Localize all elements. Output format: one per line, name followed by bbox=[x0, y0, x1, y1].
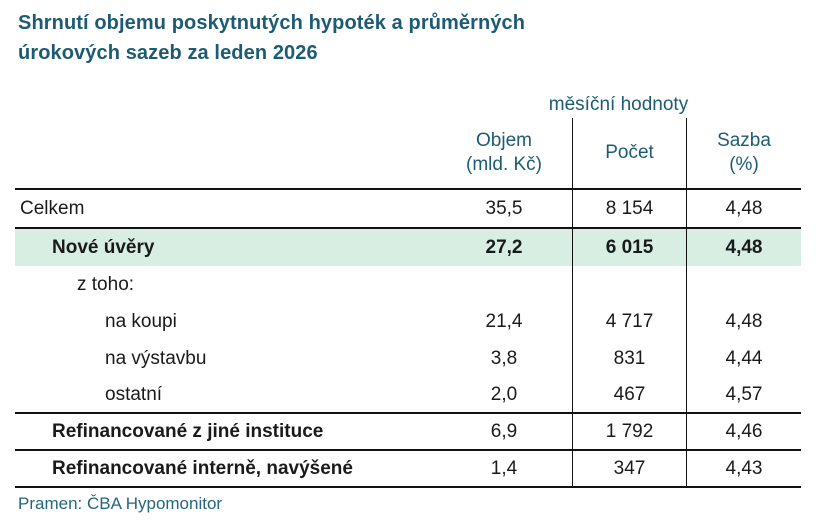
column-header-pocet-label: Počet bbox=[605, 142, 654, 163]
table-row-nove-uvery: Nové úvěry 27,2 6 015 4,48 bbox=[15, 229, 801, 266]
cell-sazba bbox=[687, 266, 801, 303]
cell-objem bbox=[436, 266, 573, 303]
figure-title-line2: úrokových sazeb za leden 2026 bbox=[18, 42, 318, 64]
cell-sazba: 4,43 bbox=[725, 457, 763, 479]
mortgage-summary-table: měsíční hodnoty Objem (mld. Kč) Počet Sa… bbox=[15, 88, 801, 488]
cell-pocet bbox=[573, 266, 687, 303]
column-header-sazba: Sazba (%) bbox=[687, 118, 801, 188]
cell-pocet: 1 792 bbox=[573, 414, 687, 449]
row-label: Refinancované z jiné instituce bbox=[52, 420, 324, 442]
figure-title: Shrnutí objemu poskytnutých hypoték a pr… bbox=[18, 8, 821, 68]
cell-objem: 27,2 bbox=[436, 229, 573, 266]
table-row-celkem: Celkem 35,5 8 154 4,48 bbox=[15, 190, 801, 229]
table-column-header-row: Objem (mld. Kč) Počet Sazba (%) bbox=[15, 118, 801, 190]
table-row-refinancovane-interne: Refinancované interně, navýšené 1,4 347 … bbox=[15, 451, 801, 488]
column-header-objem-unit: (mld. Kč) bbox=[466, 154, 542, 175]
group-header-monthly-values: měsíční hodnoty bbox=[548, 94, 689, 115]
cell-objem: 2,0 bbox=[436, 377, 573, 412]
row-label: na výstavbu bbox=[105, 347, 207, 369]
cell-sazba: 4,57 bbox=[725, 383, 763, 405]
cell-pocet: 831 bbox=[573, 340, 687, 377]
column-header-objem: Objem (mld. Kč) bbox=[436, 118, 573, 188]
table-row-na-vystavbu: na výstavbu 3,8 831 4,44 bbox=[15, 340, 801, 377]
column-header-sazba-unit: (%) bbox=[729, 154, 759, 175]
group-header-spacer bbox=[15, 88, 436, 118]
cell-pocet: 347 bbox=[573, 451, 687, 486]
cell-sazba: 4,48 bbox=[725, 197, 763, 219]
source-note: Pramen: ČBA Hypomonitor bbox=[18, 494, 223, 513]
cell-objem: 35,5 bbox=[436, 190, 573, 227]
table-row-z-toho: z toho: bbox=[15, 266, 801, 303]
cell-objem: 21,4 bbox=[436, 303, 573, 340]
column-header-empty bbox=[15, 118, 436, 188]
figure-title-line1: Shrnutí objemu poskytnutých hypoték a pr… bbox=[18, 12, 526, 34]
cell-sazba: 4,48 bbox=[725, 310, 763, 332]
cell-sazba: 4,48 bbox=[725, 236, 763, 258]
table-group-header-row: měsíční hodnoty bbox=[15, 88, 801, 118]
column-header-pocet: Počet bbox=[573, 118, 687, 188]
cell-objem: 3,8 bbox=[436, 340, 573, 377]
row-label: z toho: bbox=[77, 273, 135, 295]
row-label: Refinancované interně, navýšené bbox=[52, 457, 353, 479]
cell-pocet: 6 015 bbox=[573, 229, 687, 266]
row-label: na koupi bbox=[105, 310, 177, 332]
cell-sazba: 4,44 bbox=[725, 347, 763, 369]
row-label: Celkem bbox=[20, 197, 85, 219]
cell-pocet: 4 717 bbox=[573, 303, 687, 340]
cell-sazba: 4,46 bbox=[725, 420, 763, 442]
row-label: ostatní bbox=[105, 383, 163, 405]
column-header-sazba-label: Sazba bbox=[717, 130, 771, 151]
column-header-objem-label: Objem bbox=[476, 130, 532, 151]
cell-pocet: 467 bbox=[573, 377, 687, 412]
cell-objem: 6,9 bbox=[436, 414, 573, 449]
table-row-ostatni: ostatní 2,0 467 4,57 bbox=[15, 377, 801, 414]
table-row-na-koupi: na koupi 21,4 4 717 4,48 bbox=[15, 303, 801, 340]
cell-objem: 1,4 bbox=[436, 451, 573, 486]
table-row-refinancovane-jine: Refinancované z jiné instituce 6,9 1 792… bbox=[15, 414, 801, 451]
row-label: Nové úvěry bbox=[52, 236, 155, 258]
cell-pocet: 8 154 bbox=[573, 190, 687, 227]
